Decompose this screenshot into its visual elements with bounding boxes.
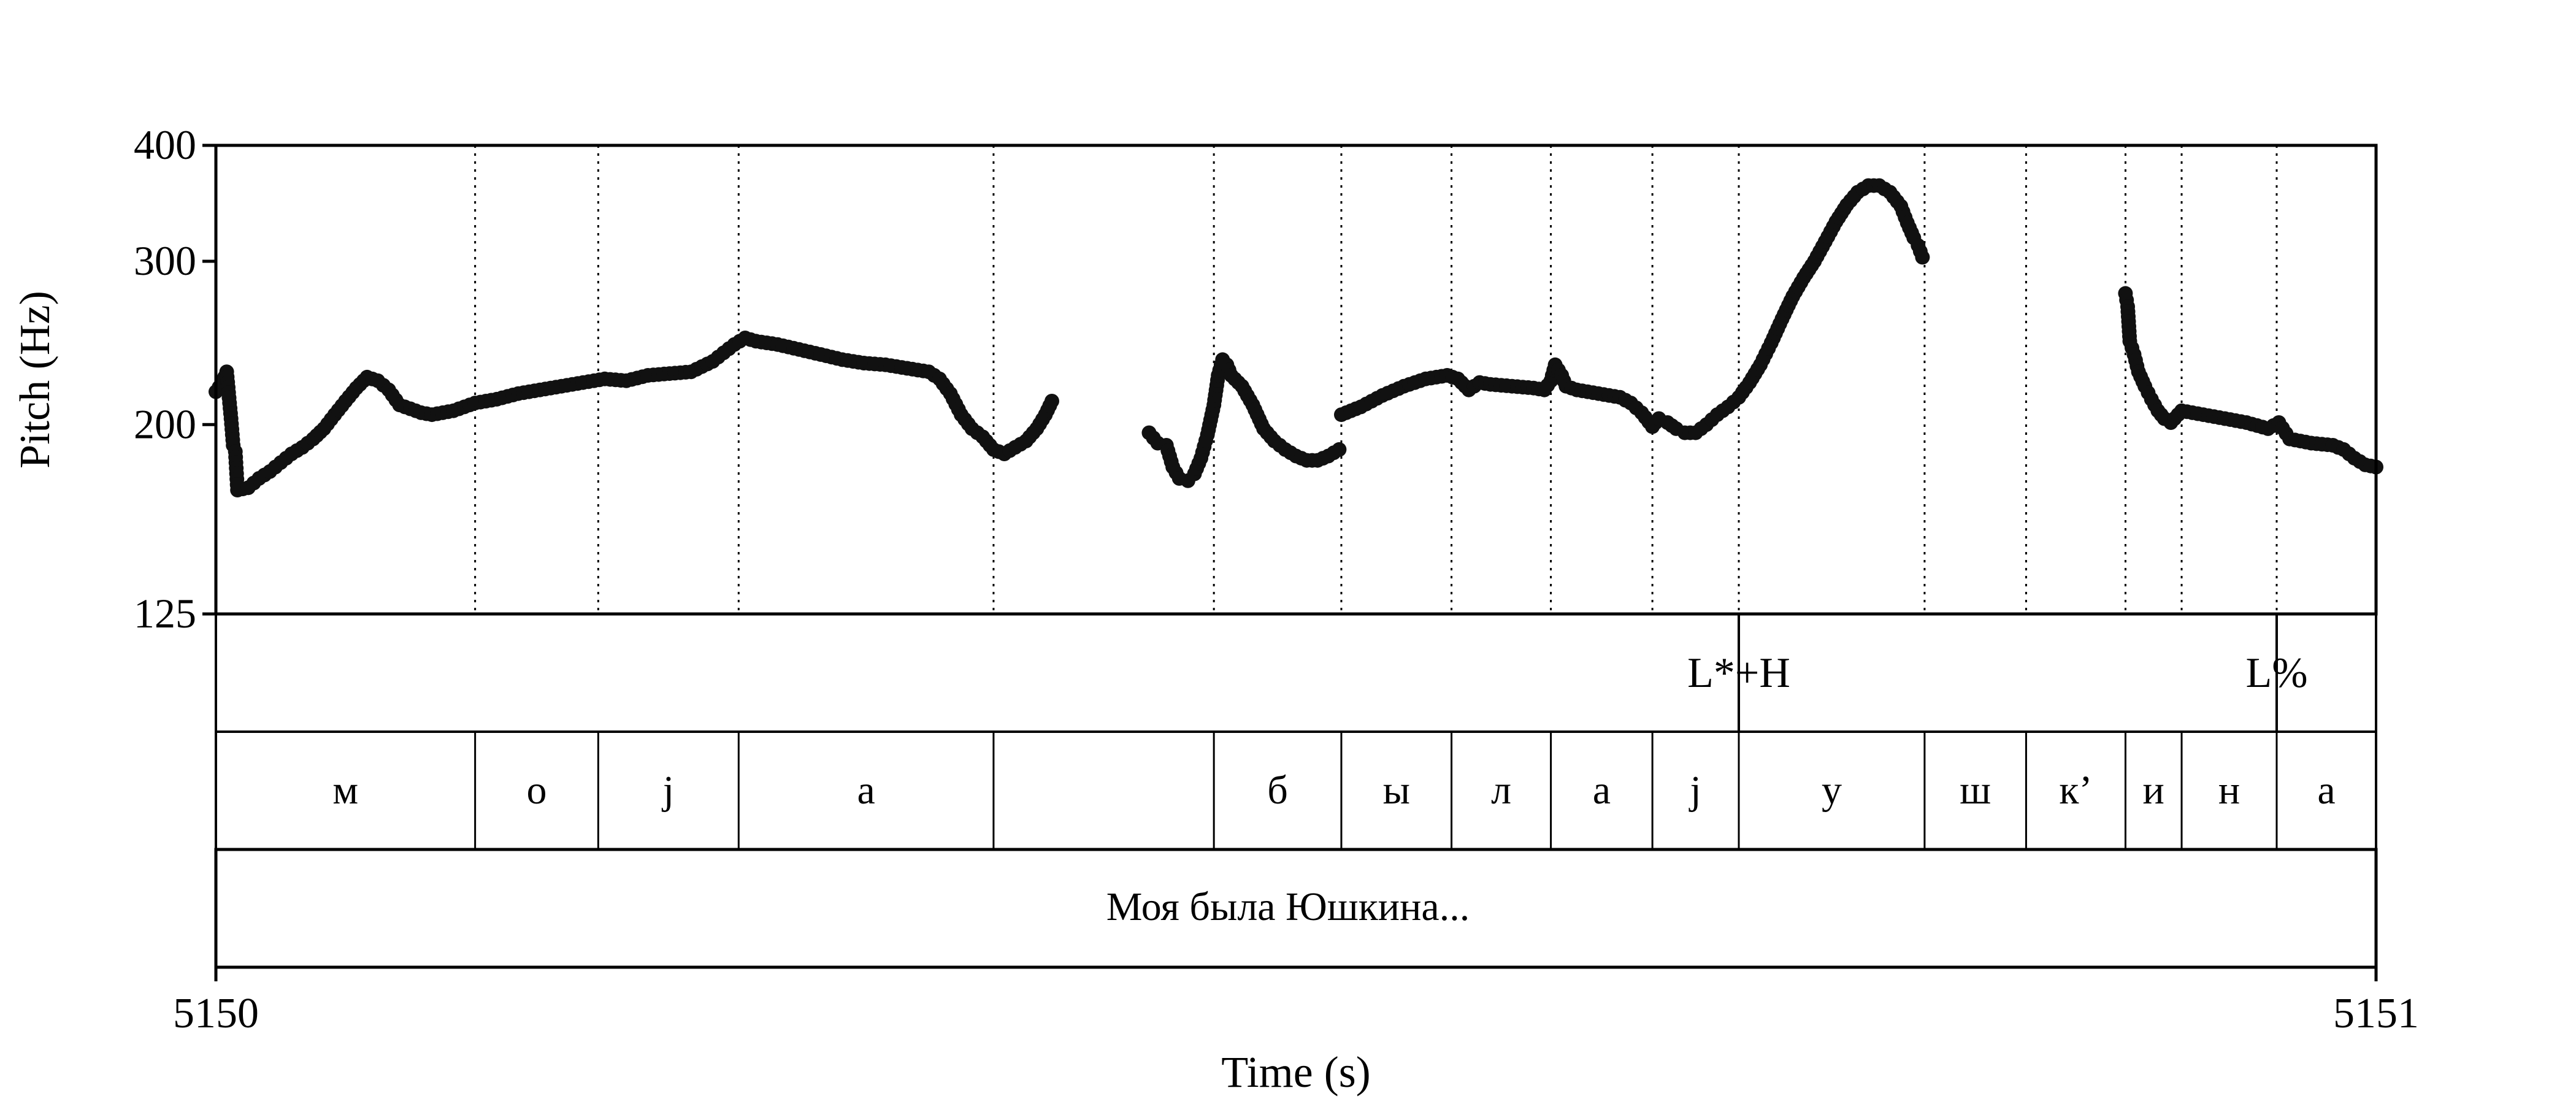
tone-label: L% [2245,650,2307,697]
y-tick-label: 300 [134,237,196,284]
segment-label: j [1689,768,1701,813]
y-tick-label: 200 [134,401,196,447]
x-tick-label: 5151 [2333,990,2419,1037]
segment-label: у [1822,768,1842,813]
pitch-points [209,178,2383,497]
pitch-panel-border [214,144,2378,616]
segment-label: н [2218,768,2240,813]
x-axis: 5150 5151 [173,990,2419,1037]
segment-label: и [2143,768,2164,813]
sentence-label: Моя была Юшкина... [1106,884,1470,929]
segment-label: о [527,768,547,813]
pitch-point [1045,394,1059,408]
segment-label: б [1267,768,1288,813]
y-tick-label: 400 [134,121,196,168]
segment-label: к’ [2059,768,2092,813]
segment-label: а [2317,768,2335,813]
segment-label: а [857,768,875,813]
segment-boundaries [474,145,2278,849]
segment-label: ш [1960,768,1991,813]
segment-tier: м о j а б ы л а j у ш к’ и н а [332,768,2335,813]
segment-label: ы [1383,768,1410,813]
y-axis-label: Pitch (Hz) [12,291,59,469]
tone-label: L*+H [1687,650,1790,697]
tone-tier: L*+H L% [1687,614,2308,732]
segment-label: j [662,768,674,813]
pitch-point [1915,250,1930,265]
segment-label: л [1491,768,1511,813]
y-axis: 400 300 200 125 [134,121,216,637]
x-tick-label: 5150 [173,990,259,1037]
segment-label: а [1593,768,1611,813]
sentence-tier: Моя была Юшкина... [1106,884,1470,929]
y-tick-label: 125 [134,590,196,637]
sentence-tier-border [214,848,2378,969]
x-axis-label: Time (s) [1221,1048,1370,1097]
segment-label: м [332,768,358,813]
tone-tier-border [215,613,2377,733]
pitch-point [1332,442,1347,457]
chart-frame [214,144,2378,981]
